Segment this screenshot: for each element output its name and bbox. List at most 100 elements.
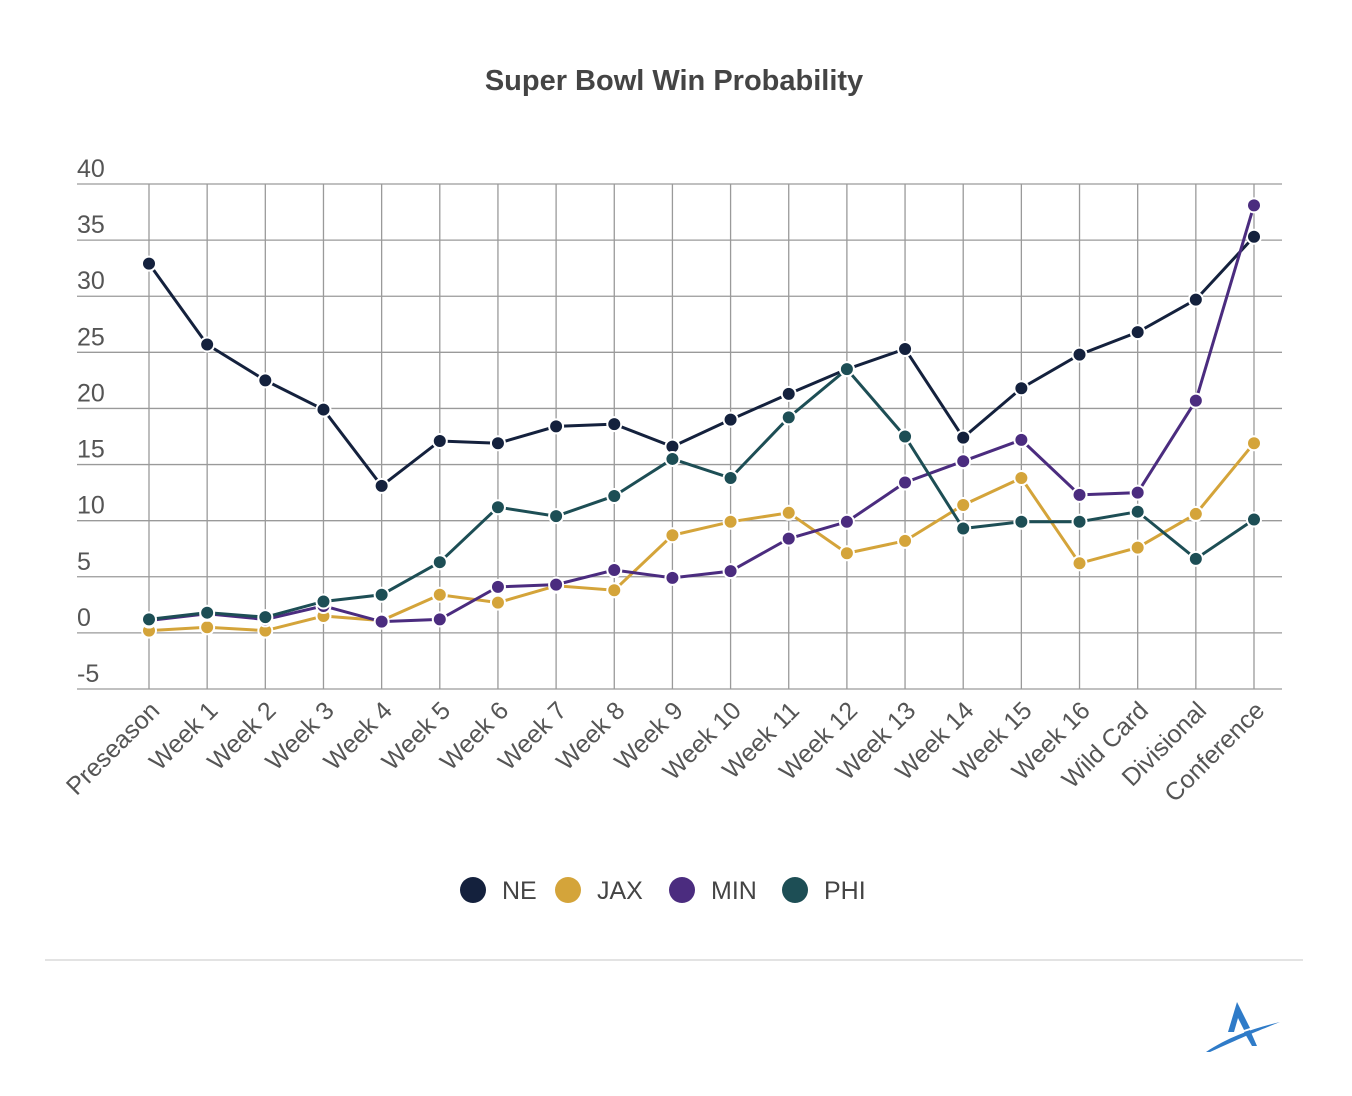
data-point[interactable]: [548, 418, 565, 435]
data-point[interactable]: [838, 513, 855, 530]
data-point[interactable]: [257, 372, 274, 389]
data-point[interactable]: [373, 586, 390, 603]
y-tick-label: 10: [77, 492, 105, 520]
data-point[interactable]: [548, 508, 565, 525]
data-point[interactable]: [548, 576, 565, 593]
legend-marker: [460, 877, 486, 903]
legend-marker: [555, 877, 581, 903]
y-tick-label: 40: [77, 155, 105, 183]
data-point[interactable]: [955, 453, 972, 470]
series-line-ne: [147, 235, 1256, 488]
series-lines: [141, 197, 1262, 639]
data-point[interactable]: [257, 609, 274, 626]
data-point[interactable]: [141, 255, 157, 272]
legend-item-jax[interactable]: JAX: [555, 877, 643, 905]
data-point[interactable]: [315, 401, 332, 418]
series-line-jax: [148, 442, 1256, 633]
data-point[interactable]: [315, 593, 332, 610]
legend-item-min[interactable]: MIN: [669, 877, 757, 905]
grid: [77, 183, 1282, 690]
data-point[interactable]: [722, 470, 739, 487]
data-point[interactable]: [489, 594, 506, 611]
data-point[interactable]: [1129, 484, 1146, 501]
data-point[interactable]: [780, 530, 797, 547]
data-point[interactable]: [1187, 550, 1204, 567]
y-tick-label: 35: [77, 211, 105, 239]
data-point[interactable]: [1013, 513, 1030, 530]
data-point[interactable]: [1071, 555, 1088, 572]
legend-marker: [782, 877, 808, 903]
data-point[interactable]: [1129, 539, 1146, 556]
data-point[interactable]: [1071, 346, 1088, 363]
data-point[interactable]: [373, 477, 390, 494]
data-point[interactable]: [489, 578, 506, 595]
legend-item-ne[interactable]: NE: [460, 877, 537, 905]
data-point[interactable]: [664, 569, 681, 586]
data-point[interactable]: [606, 562, 623, 579]
series-phi: [141, 361, 1262, 628]
data-point[interactable]: [1246, 511, 1262, 528]
data-point[interactable]: [780, 385, 797, 402]
data-point[interactable]: [1187, 505, 1204, 522]
data-point[interactable]: [1071, 486, 1088, 503]
data-point[interactable]: [199, 336, 216, 353]
data-point[interactable]: [431, 586, 448, 603]
data-point[interactable]: [1187, 392, 1204, 409]
series-line-phi: [148, 367, 1255, 621]
data-point[interactable]: [373, 613, 390, 630]
legend: NE JAX MIN PHI: [460, 877, 866, 905]
data-point[interactable]: [1013, 380, 1030, 397]
data-point[interactable]: [606, 416, 623, 433]
data-point[interactable]: [1246, 197, 1262, 214]
data-point[interactable]: [431, 432, 448, 449]
data-point[interactable]: [664, 450, 681, 467]
data-point[interactable]: [1187, 291, 1204, 308]
data-point[interactable]: [1071, 513, 1088, 530]
data-point[interactable]: [1013, 431, 1030, 448]
data-point[interactable]: [780, 504, 797, 521]
series-jax: [141, 435, 1262, 639]
data-point[interactable]: [141, 611, 157, 628]
y-tick-label: 20: [77, 379, 105, 407]
y-tick-label: -5: [77, 660, 99, 688]
data-point[interactable]: [722, 563, 739, 580]
data-point[interactable]: [838, 361, 855, 378]
data-point[interactable]: [722, 411, 739, 428]
data-point[interactable]: [1129, 503, 1146, 520]
data-point[interactable]: [606, 582, 623, 599]
data-point[interactable]: [489, 435, 506, 452]
legend-label: MIN: [711, 877, 757, 905]
data-point[interactable]: [722, 513, 739, 530]
legend-label: JAX: [597, 877, 643, 905]
data-point[interactable]: [431, 611, 448, 628]
data-point[interactable]: [897, 428, 914, 445]
series-line-min: [148, 204, 1256, 624]
data-point[interactable]: [199, 619, 216, 636]
data-point[interactable]: [897, 340, 914, 357]
data-point[interactable]: [1246, 435, 1262, 452]
data-point[interactable]: [955, 429, 972, 446]
legend-marker: [669, 877, 695, 903]
y-tick-label: 30: [77, 267, 105, 295]
data-point[interactable]: [955, 496, 972, 513]
data-point[interactable]: [1013, 470, 1030, 487]
data-point[interactable]: [199, 604, 216, 621]
data-point[interactable]: [606, 487, 623, 504]
data-point[interactable]: [838, 545, 855, 562]
data-point[interactable]: [897, 474, 914, 491]
data-point[interactable]: [431, 554, 448, 571]
data-point[interactable]: [1246, 228, 1262, 245]
data-point[interactable]: [1129, 324, 1146, 341]
line-chart: Super Bowl Win Probability -5 0 5 10 15 20 25 3…: [61, 65, 1282, 905]
data-point[interactable]: [489, 499, 506, 516]
data-point[interactable]: [780, 409, 797, 426]
legend-label: NE: [502, 877, 537, 905]
y-tick-label: 25: [77, 323, 105, 351]
legend-label: PHI: [824, 877, 866, 905]
divider: [45, 959, 1303, 961]
data-point[interactable]: [955, 520, 972, 537]
data-point[interactable]: [897, 532, 914, 549]
legend-item-phi[interactable]: PHI: [782, 877, 866, 905]
data-point[interactable]: [664, 527, 681, 544]
